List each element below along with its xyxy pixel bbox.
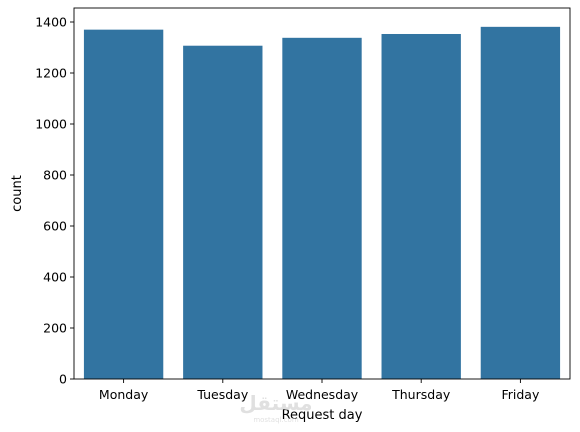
x-tick-label: Wednesday — [286, 387, 359, 402]
bar-wednesday — [282, 37, 362, 380]
bar-thursday — [381, 33, 461, 380]
x-tick-label: Friday — [501, 387, 539, 402]
bar-friday — [480, 26, 561, 380]
y-tick-label: 800 — [43, 168, 67, 183]
y-tick-label: 1400 — [35, 15, 67, 30]
bars-layer — [83, 26, 561, 380]
watermark-text: ﻣﺴﺘﻘﻞ — [239, 391, 312, 415]
x-tick-label: Tuesday — [196, 387, 248, 402]
x-axis-label: Request day — [282, 408, 363, 423]
y-tick-label: 600 — [43, 219, 67, 234]
y-ticks: 0 200 400 600 800 1000 1200 1400 — [35, 15, 74, 387]
x-tick-label: Monday — [99, 387, 149, 402]
y-tick-label: 200 — [43, 321, 67, 336]
y-tick-label: 0 — [59, 372, 67, 387]
y-axis-label: count — [10, 175, 25, 212]
x-tick-label: Thursday — [391, 387, 451, 402]
x-ticks: Monday Tuesday Wednesday Thursday Friday — [99, 379, 540, 402]
y-tick-label: 400 — [43, 270, 67, 285]
y-tick-label: 1200 — [35, 66, 67, 81]
bar-monday — [83, 29, 164, 380]
bar-tuesday — [183, 45, 263, 380]
watermark-logo: ﻣﺴﺘﻘﻞ mostaql.com — [239, 391, 312, 424]
watermark-subtext: mostaql.com — [253, 416, 299, 424]
y-tick-label: 1000 — [35, 117, 67, 132]
